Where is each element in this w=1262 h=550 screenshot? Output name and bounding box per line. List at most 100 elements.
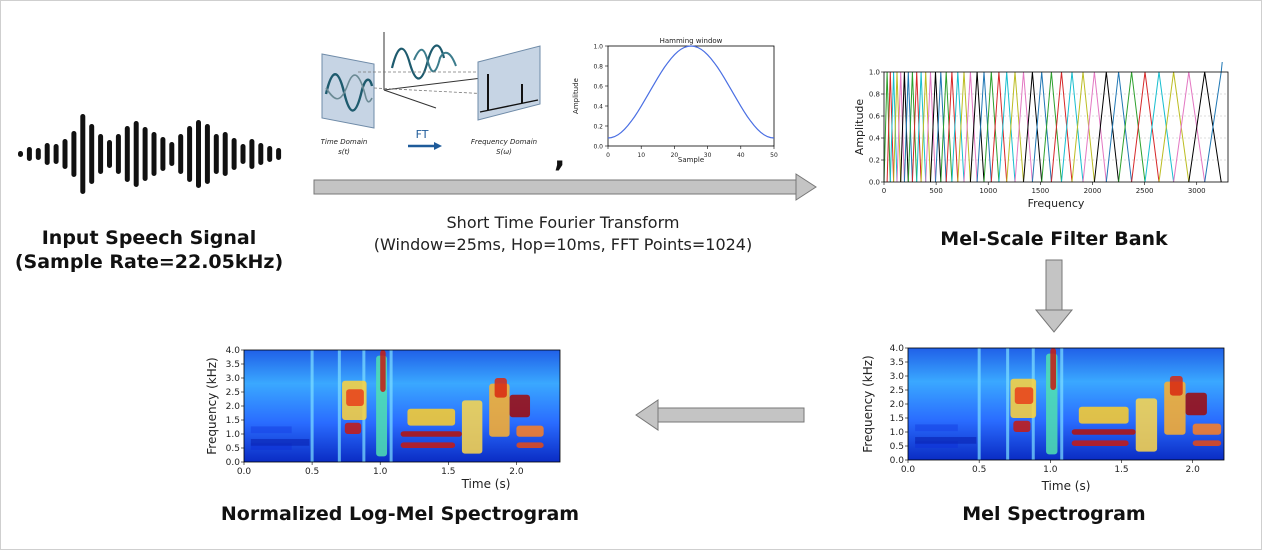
log-mel-ytick-label: 0.0 (226, 458, 241, 468)
mel-filter (963, 71, 978, 183)
waveform-bar (267, 146, 273, 162)
hamming-xtick-label: 30 (704, 152, 712, 159)
hamming-xtick-label: 20 (671, 152, 679, 159)
filter-bank-title: Mel-Scale Filter Bank (940, 228, 1168, 250)
hamming-ylabel: Amplitude (572, 78, 580, 114)
mel-filter (920, 71, 931, 183)
waveform-bar (107, 140, 112, 168)
waveform-bar (196, 120, 201, 188)
mel-filter (896, 71, 905, 183)
input-signal-title-line2: (Sample Rate=22.05kHz) (14, 251, 284, 273)
mel-ytick-label: 0.8 (869, 91, 880, 99)
hamming-curve (607, 45, 775, 139)
mel-filter-bank-chart: 0.0 0.2 0.4 0.6 0.8 1.0 0 500 1000 1500 2000 2500 3… (853, 62, 1229, 210)
mel-spectrogram-title: Mel Spectrogram (962, 503, 1146, 525)
waveform-bar (26, 147, 32, 161)
waveform-bar (187, 126, 193, 182)
mel-ytick-label: 0.6 (869, 113, 881, 121)
mel-filter (1204, 62, 1223, 183)
spectrum-baseline (479, 99, 539, 113)
mel-spec-energy-region (1013, 420, 1031, 432)
mel-filter (1031, 71, 1052, 183)
mel-filter (903, 71, 913, 183)
waveform-icon (18, 114, 282, 194)
log-mel-ytick-label: 2.0 (226, 402, 241, 412)
mel-ytick-label: 0.4 (869, 135, 881, 143)
waveform-bar (222, 132, 228, 176)
mel-ylabel: Amplitude (853, 99, 866, 156)
hamming-xtick-label: 50 (770, 152, 778, 159)
hamming-title: Hamming window (660, 37, 723, 45)
log-mel-energy-region (494, 378, 507, 398)
log-mel-energy-region (380, 350, 386, 392)
mel-filter (990, 71, 1008, 183)
mel-filter (1061, 71, 1084, 183)
waveform-bar (133, 121, 139, 187)
mel-spec-energy-region (1071, 440, 1129, 446)
log-mel-spectrogram-chart: 0.0 0.5 1.0 1.5 2.0 2.5 3.0 3.5 4.0 0.0 0.5 1.0 1.5… (205, 346, 561, 491)
waveform-bar (124, 126, 130, 182)
waveform-bar (213, 134, 219, 174)
log-mel-ytick-label: 1.0 (226, 430, 241, 440)
mel-spec-xtick-label: 0.0 (901, 465, 916, 475)
mel-filter (1050, 71, 1073, 183)
hamming-ytick-label: 0.0 (593, 144, 603, 151)
input-signal-title: Input Speech Signal (Sample Rate=22.05kH… (14, 226, 284, 274)
log-mel-xlabel: Time (s) (461, 477, 511, 491)
time-domain-panel (321, 53, 375, 129)
mel-filter (957, 71, 971, 183)
mel-filter (1082, 71, 1107, 183)
down-arrow (1034, 259, 1074, 333)
hamming-plot-area (607, 45, 775, 147)
log-mel-ytick-label: 3.5 (226, 360, 240, 370)
hamming-ytick-label: 0.6 (593, 84, 603, 91)
waveform-bar (178, 134, 184, 174)
mel-spec-xlabel: Time (s) (1041, 479, 1091, 493)
mel-spec-streak (1060, 348, 1064, 460)
mel-filter (1188, 71, 1222, 183)
mel-filter (1071, 71, 1095, 183)
illustration-axis-diagonal (383, 89, 437, 109)
log-mel-energy-region (516, 425, 544, 437)
waveform-bar (62, 139, 68, 169)
waveform-bar (142, 127, 148, 181)
mel-filter (935, 71, 947, 183)
mel-filter (1131, 71, 1160, 183)
log-mel-energy-region (407, 408, 456, 426)
log-mel-xtick-label: 1.0 (373, 467, 388, 477)
mel-plot-area (883, 71, 1229, 183)
mel-filter (1041, 71, 1062, 183)
mel-spec-energy-region (1192, 440, 1222, 446)
mel-spec-energy-region (1192, 423, 1222, 435)
mel-xtick-label: 0 (882, 187, 886, 195)
log-mel-energy-region (509, 394, 531, 418)
mel-ytick-label: 0.2 (869, 157, 880, 165)
waveform-bar (98, 134, 104, 174)
mel-spec-energy-region (1014, 387, 1034, 404)
mel-filter (907, 71, 918, 183)
mel-spec-band (915, 441, 958, 448)
waveform-bar (80, 114, 86, 194)
time-wave-secondary (325, 74, 373, 103)
mel-spec-energy-region (1135, 398, 1158, 452)
ft-arrow-head (434, 142, 442, 150)
hamming-window-chart: Hamming window 0.0 0.2 0.4 0.6 0.8 1.0 0 10 20 3… (572, 37, 778, 164)
mel-spec-energy-region (1071, 429, 1136, 435)
mel-ytick-label: 0.0 (869, 179, 880, 187)
waveform-bar (249, 139, 255, 169)
hamming-xlabel: Sample (678, 156, 704, 164)
log-mel-xtick-label: 1.5 (441, 467, 455, 477)
mel-xlabel: Frequency (1028, 197, 1085, 210)
mel-filter (1105, 71, 1133, 183)
mel-spec-xtick-label: 0.5 (972, 465, 986, 475)
mel-spec-ytick-label: 0.0 (890, 456, 905, 466)
mel-xtick-label: 2500 (1136, 187, 1154, 195)
waveform-bar (35, 148, 41, 160)
log-mel-energy-region (344, 422, 362, 434)
log-mel-ytick-label: 1.5 (226, 416, 240, 426)
wave-3d-secondary (413, 48, 457, 73)
log-mel-streak (389, 350, 393, 462)
mel-filter (1093, 71, 1120, 183)
mel-spec-xtick-label: 1.5 (1114, 465, 1128, 475)
log-mel-xtick-label: 0.0 (237, 467, 252, 477)
